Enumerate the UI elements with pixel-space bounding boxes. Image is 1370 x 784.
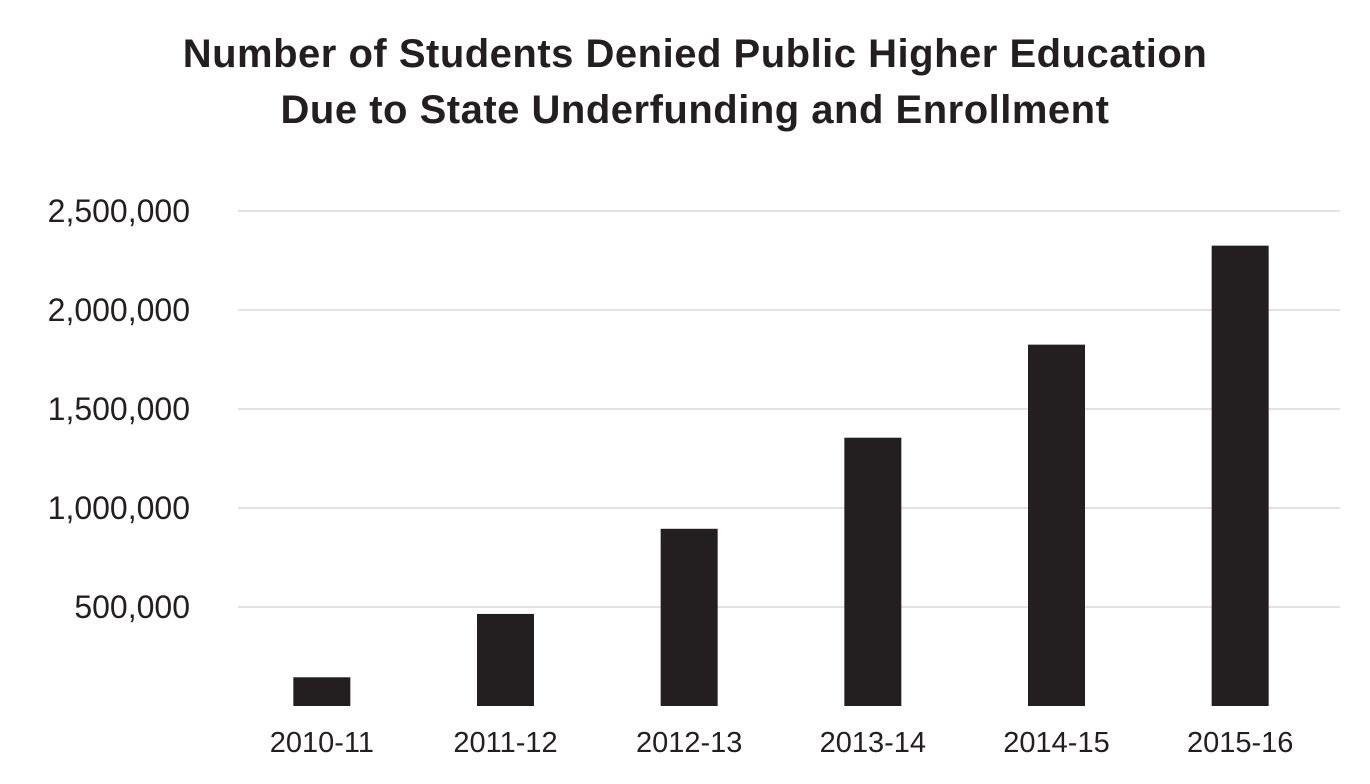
bar-2013-14 [844, 437, 902, 706]
bar-2014-15 [1028, 344, 1085, 706]
x-category-label: 2011-12 [453, 727, 557, 759]
x-category-label: 2015-16 [1187, 727, 1293, 759]
bar-2010-11 [293, 677, 351, 706]
chart-title-line-2: Due to State Underfunding and Enrollment [280, 88, 1110, 132]
x-axis-category-labels: 2010-11 2011-12 2012-13 2013-14 2014-15 2015-… [270, 727, 1294, 759]
y-tick-label: 2,500,000 [48, 193, 190, 229]
y-tick-label: 1,500,000 [48, 391, 190, 427]
bars [293, 245, 1269, 706]
x-category-label: 2013-14 [820, 727, 926, 759]
bar-2012-13 [660, 528, 718, 706]
y-axis-tick-labels: 500,000 1,000,000 1,500,000 2,000,000 2,500,… [48, 193, 190, 625]
bar-2015-16 [1211, 245, 1269, 706]
x-category-label: 2012-13 [636, 727, 742, 759]
y-tick-label: 500,000 [74, 589, 190, 625]
x-category-label: 2014-15 [1003, 727, 1109, 759]
x-category-label: 2010-11 [270, 727, 374, 759]
chart-title-line-1: Number of Students Denied Public Higher … [182, 32, 1208, 76]
y-tick-label: 1,000,000 [48, 490, 190, 526]
y-tick-label: 2,000,000 [48, 292, 190, 328]
chart-title: Number of Students Denied Public Higher … [0, 26, 1370, 138]
bar-2011-12 [477, 613, 534, 706]
gridlines [238, 210, 1340, 608]
